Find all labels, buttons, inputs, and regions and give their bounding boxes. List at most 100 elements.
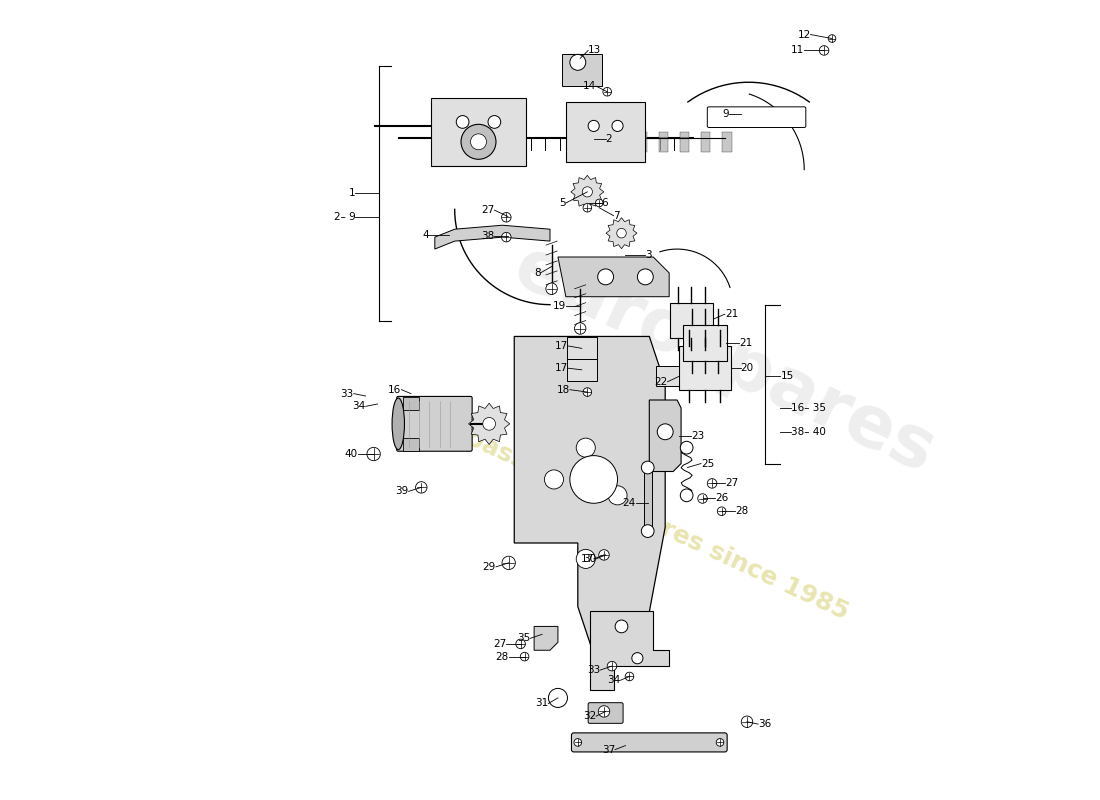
Circle shape <box>637 269 653 285</box>
Polygon shape <box>469 403 509 445</box>
Circle shape <box>576 438 595 457</box>
Circle shape <box>612 120 623 131</box>
Text: 17: 17 <box>556 341 569 351</box>
Bar <box>431 98 526 166</box>
Text: 2: 2 <box>606 134 613 145</box>
Bar <box>670 302 713 338</box>
Text: 4: 4 <box>422 230 429 240</box>
Text: 9: 9 <box>722 109 728 119</box>
Circle shape <box>617 229 626 238</box>
Text: 37: 37 <box>602 745 615 754</box>
Text: 7: 7 <box>614 210 620 221</box>
Circle shape <box>583 203 592 212</box>
Circle shape <box>607 662 617 671</box>
Circle shape <box>641 461 654 474</box>
Text: 36: 36 <box>758 719 771 729</box>
Circle shape <box>516 639 526 649</box>
Circle shape <box>597 269 614 285</box>
Circle shape <box>680 489 693 502</box>
Text: 28: 28 <box>735 506 748 516</box>
Bar <box>680 132 690 152</box>
Circle shape <box>544 470 563 489</box>
Bar <box>683 325 727 361</box>
Text: 17: 17 <box>556 363 569 374</box>
Text: 23: 23 <box>692 430 705 441</box>
Bar <box>637 132 647 152</box>
Text: 31: 31 <box>536 698 549 709</box>
Bar <box>566 338 597 359</box>
Circle shape <box>583 388 592 396</box>
Text: 13: 13 <box>588 46 602 55</box>
Bar <box>659 132 668 152</box>
Circle shape <box>828 34 836 42</box>
Circle shape <box>574 738 582 746</box>
Polygon shape <box>644 463 651 535</box>
Circle shape <box>576 550 595 569</box>
Text: 18: 18 <box>557 385 570 394</box>
Text: 14: 14 <box>583 81 596 91</box>
Bar <box>404 397 419 410</box>
FancyBboxPatch shape <box>588 702 623 723</box>
Circle shape <box>658 424 673 440</box>
Text: 5: 5 <box>559 198 565 208</box>
Text: 34: 34 <box>352 402 365 411</box>
Text: 22: 22 <box>654 377 668 386</box>
Polygon shape <box>606 218 637 249</box>
Text: 6: 6 <box>602 198 608 208</box>
Circle shape <box>598 706 609 717</box>
Text: 38: 38 <box>481 231 494 242</box>
Circle shape <box>461 124 496 159</box>
Text: 34: 34 <box>607 675 620 686</box>
Text: 33: 33 <box>586 665 601 675</box>
Circle shape <box>697 494 707 503</box>
Circle shape <box>603 87 612 96</box>
Bar <box>566 358 597 381</box>
Circle shape <box>588 120 600 131</box>
Text: a passion for spares since 1985: a passion for spares since 1985 <box>438 414 852 624</box>
Text: 1: 1 <box>349 189 355 198</box>
Text: 27: 27 <box>725 478 738 489</box>
Circle shape <box>483 418 495 430</box>
Text: 33: 33 <box>341 389 354 398</box>
Circle shape <box>502 232 512 242</box>
Bar <box>562 54 602 86</box>
Text: 28: 28 <box>495 652 508 662</box>
Text: 30: 30 <box>583 554 596 564</box>
Text: 29: 29 <box>483 562 496 572</box>
Ellipse shape <box>392 398 405 450</box>
Polygon shape <box>558 257 669 297</box>
Circle shape <box>608 486 627 505</box>
Text: 16– 35: 16– 35 <box>791 403 826 413</box>
Text: 15: 15 <box>780 371 793 381</box>
Text: 11: 11 <box>791 46 804 55</box>
Circle shape <box>367 447 381 461</box>
Polygon shape <box>590 610 669 690</box>
FancyBboxPatch shape <box>397 397 472 451</box>
Circle shape <box>598 550 609 560</box>
Bar <box>701 132 711 152</box>
Text: 21: 21 <box>739 338 752 348</box>
Bar <box>565 102 646 162</box>
Polygon shape <box>571 175 604 208</box>
Text: 2– 9: 2– 9 <box>333 212 355 222</box>
FancyBboxPatch shape <box>572 733 727 752</box>
Bar <box>656 366 680 386</box>
Text: 17: 17 <box>581 554 594 564</box>
Text: 38– 40: 38– 40 <box>791 426 826 437</box>
Circle shape <box>471 134 486 150</box>
Circle shape <box>707 478 717 488</box>
Text: 27: 27 <box>493 639 506 649</box>
Polygon shape <box>535 626 558 650</box>
Circle shape <box>716 738 724 746</box>
Text: 20: 20 <box>740 363 754 374</box>
FancyBboxPatch shape <box>569 54 592 72</box>
Text: 21: 21 <box>725 309 738 319</box>
Circle shape <box>549 688 568 707</box>
Text: 25: 25 <box>701 458 714 469</box>
Circle shape <box>456 115 469 128</box>
Text: 26: 26 <box>715 493 728 502</box>
Circle shape <box>641 525 654 538</box>
Circle shape <box>625 672 634 681</box>
Text: 19: 19 <box>552 302 565 311</box>
Text: 8: 8 <box>534 268 540 278</box>
